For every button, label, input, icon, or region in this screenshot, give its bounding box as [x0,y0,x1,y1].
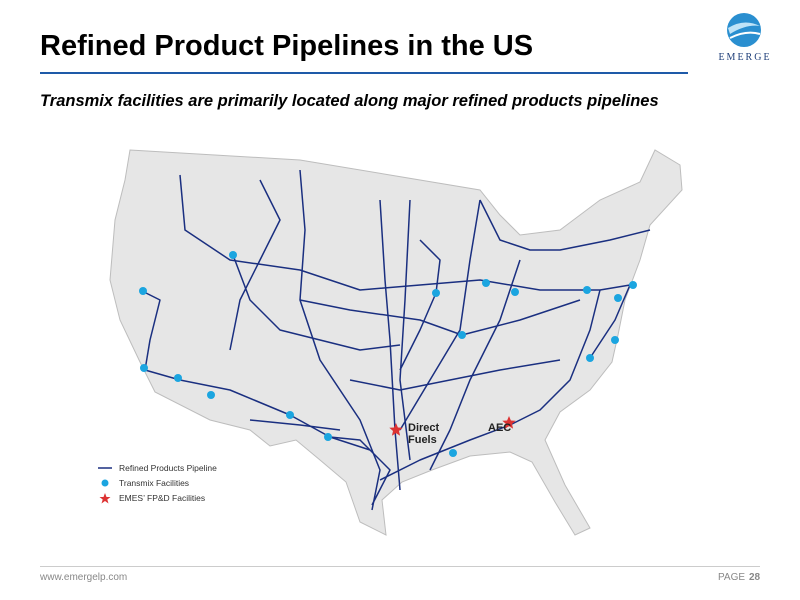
footer-rule [40,566,760,567]
pipeline [399,199,481,431]
transmix-facility [629,281,637,289]
us-outline [109,149,683,536]
legend-label: Transmix Facilities [119,478,190,488]
pipeline [479,199,651,251]
pipeline [299,299,581,336]
transmix-facility [511,288,519,296]
transmix-facility [583,286,591,294]
transmix-facility [614,294,622,302]
transmix-facility [207,391,215,399]
transmix-facility [482,279,490,287]
logo-globe [727,13,761,47]
transmix-facility [139,287,147,295]
pipeline [232,254,401,351]
transmix-facility [458,331,466,339]
title-rule [40,72,688,74]
pipelines [139,169,651,511]
fpd-facility [502,416,516,429]
pipeline [589,284,631,359]
transmix-facility [586,354,594,362]
title: Refined Product Pipelines in the US [40,30,534,62]
legend-dot [101,479,109,487]
logo-swoosh [729,31,761,39]
transmix-facility [286,411,294,419]
pipeline [229,179,281,351]
map-label: Direct Fuels [408,422,440,446]
legend-star [99,493,111,504]
logo-text: EMERGE [718,52,772,63]
legend-label: EMES’ FP&D Facilities [119,493,206,503]
pipeline [379,199,401,491]
transmix-facility [611,336,619,344]
pipeline [329,436,391,506]
footer-page-label: PAGE [718,572,746,583]
pipeline [379,289,601,481]
transmix-facility [140,364,148,372]
logo-swoosh [728,22,760,34]
fpd-facility [389,423,403,436]
pipeline [399,199,411,461]
pipeline [429,259,521,471]
transmix-facility [324,433,332,441]
map-label: AEC [488,422,512,434]
transmix-facility [449,449,457,457]
transmix-facility [229,251,237,259]
footer-page-number: 28 [749,572,761,583]
pipeline [249,419,341,431]
transmix-facility [174,374,182,382]
pipeline [349,359,561,391]
transmix-facility [432,289,440,297]
footer-url: www.emergelp.com [40,572,128,583]
facilities [139,251,637,457]
pipeline [299,169,381,511]
legend-label: Refined Products Pipeline [119,463,217,473]
pipeline [179,174,631,291]
subtitle: Transmix facilities are primarily locate… [40,92,659,110]
